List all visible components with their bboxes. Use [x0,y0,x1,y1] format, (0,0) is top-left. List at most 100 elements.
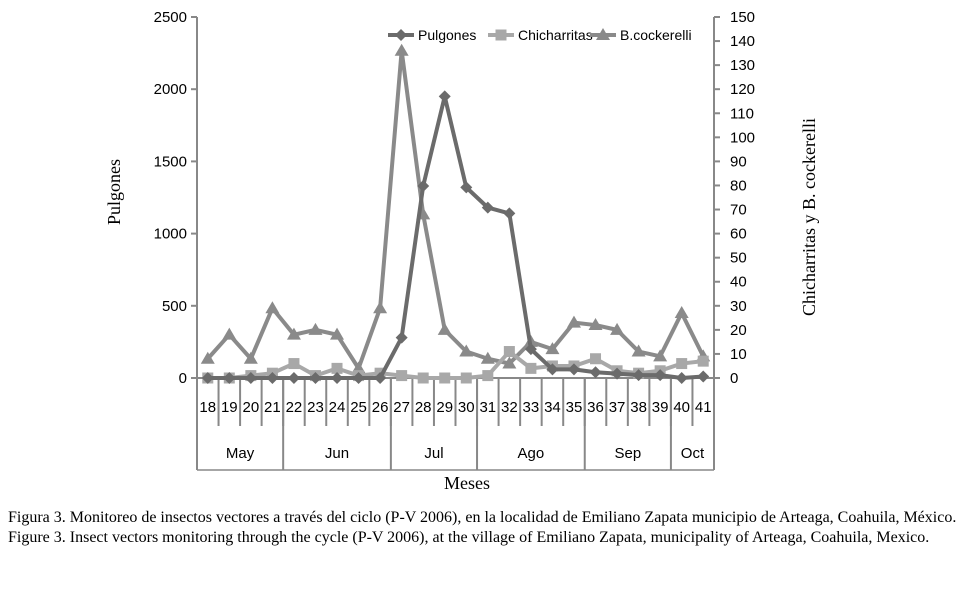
data-point-pulgones [632,369,645,382]
month-label: Jun [325,445,349,462]
y2-tick-label: 30 [730,298,747,315]
data-point-pulgones [438,90,451,103]
data-point-chicharritas [288,358,300,370]
y-tick-label: 500 [162,298,187,315]
x-tick-label: 30 [458,399,475,416]
y2-tick-label: 80 [730,177,747,194]
y-tick-label: 1000 [154,226,187,243]
y2-tick-label: 150 [730,9,755,26]
data-point-b-cockerelli [480,351,495,364]
x-tick-label: 18 [199,399,216,416]
data-point-pulgones [524,343,537,356]
x-tick-label: 37 [609,399,626,416]
data-point-b-cockerelli [566,315,581,328]
y2-tick-label: 110 [730,105,754,122]
y-tick-label: 1500 [154,153,187,170]
legend-label-pulgones: Pulgones [418,27,476,43]
y2-tick-label: 50 [730,250,747,267]
y2-tick-label: 40 [730,274,747,291]
x-tick-label: 20 [243,399,260,416]
month-label: Ago [518,445,545,462]
data-point-pulgones [374,372,387,384]
x-tick-label: 24 [329,399,346,416]
x-tick-label: 21 [264,399,281,416]
legend-label-chicharritas: Chicharritas [518,27,593,43]
data-point-b-cockerelli [545,342,560,355]
data-point-pulgones [460,181,473,194]
month-label: Sep [614,445,641,462]
y2-axis-title: Chicharritas y B. cockerelli [799,118,819,316]
data-point-b-cockerelli [265,301,280,314]
x-tick-label: 41 [695,399,712,416]
data-point-pulgones [417,179,430,192]
x-tick-label: 25 [350,399,367,416]
data-point-chicharritas [590,353,602,365]
y2-tick-label: 130 [730,57,755,74]
data-point-pulgones [201,372,214,384]
legend-label-b-cockerelli: B.cockerelli [620,27,692,43]
data-point-chicharritas [697,355,709,367]
data-point-chicharritas [525,362,537,374]
data-point-chicharritas [331,362,343,374]
y2-tick-label: 140 [730,33,755,50]
y2-tick-label: 20 [730,322,747,339]
y-tick-label: 0 [179,370,187,387]
data-point-pulgones [611,367,624,380]
data-point-pulgones [503,207,516,220]
data-point-chicharritas [417,372,429,384]
y2-tick-label: 10 [730,346,747,363]
data-point-chicharritas [503,346,515,358]
data-point-b-cockerelli [502,356,517,369]
data-point-pulgones [223,372,236,384]
data-point-b-cockerelli [200,351,215,364]
x-tick-label: 36 [587,399,604,416]
x-tick-label: 39 [652,399,669,416]
x-tick-label: 28 [415,399,432,416]
data-point-b-cockerelli [588,318,603,331]
data-point-chicharritas [460,372,472,384]
data-point-b-cockerelli [653,349,668,362]
data-point-pulgones [697,370,710,383]
data-point-pulgones [331,372,344,384]
data-point-chicharritas [396,370,408,382]
data-point-b-cockerelli [243,351,258,364]
x-tick-label: 27 [393,399,410,416]
series-line-pulgones [207,94,704,380]
y2-tick-label: 0 [730,370,738,387]
data-point-pulgones [352,372,365,384]
x-tick-label: 38 [630,399,647,416]
data-point-pulgones [244,372,257,384]
data-point-pulgones [589,366,602,379]
data-point-chicharritas [482,370,494,382]
data-point-pulgones [266,372,279,384]
x-tick-label: 35 [566,399,583,416]
data-point-b-cockerelli [286,327,301,340]
y-axis-title: Pulgones [104,159,124,225]
x-tick-label: 19 [221,399,238,416]
data-point-b-cockerelli [437,322,452,335]
data-point-pulgones [567,363,580,376]
y-tick-label: 2000 [154,81,187,98]
y2-tick-label: 120 [730,81,755,98]
series-line-b-cockerelli [206,48,706,371]
data-point-pulgones [654,369,667,382]
y-tick-label: 2500 [154,9,187,26]
data-point-b-cockerelli [674,306,689,319]
y2-tick-label: 90 [730,153,747,170]
data-point-b-cockerelli [631,344,646,357]
month-label: May [226,445,255,462]
x-tick-label: 22 [286,399,303,416]
data-point-b-cockerelli [330,327,345,340]
y2-tick-label: 60 [730,226,747,243]
x-tick-label: 40 [673,399,690,416]
data-point-pulgones [546,363,559,376]
data-point-pulgones [287,372,300,384]
chart: 0 500 1000 1500 2000 2500 0 10 20 30 40 50 60 70 80 90 1… [104,9,819,493]
legend: Pulgones Chicharritas B.cockerelli [388,27,692,43]
y2-tick-label: 100 [730,129,755,146]
data-point-b-cockerelli [308,322,323,335]
caption-spanish: Figura 3. Monitoreo de insectos vectores… [8,509,957,526]
x-tick-label: 32 [501,399,518,416]
x-tick-label: 33 [523,399,540,416]
x-tick-label: 29 [436,399,453,416]
